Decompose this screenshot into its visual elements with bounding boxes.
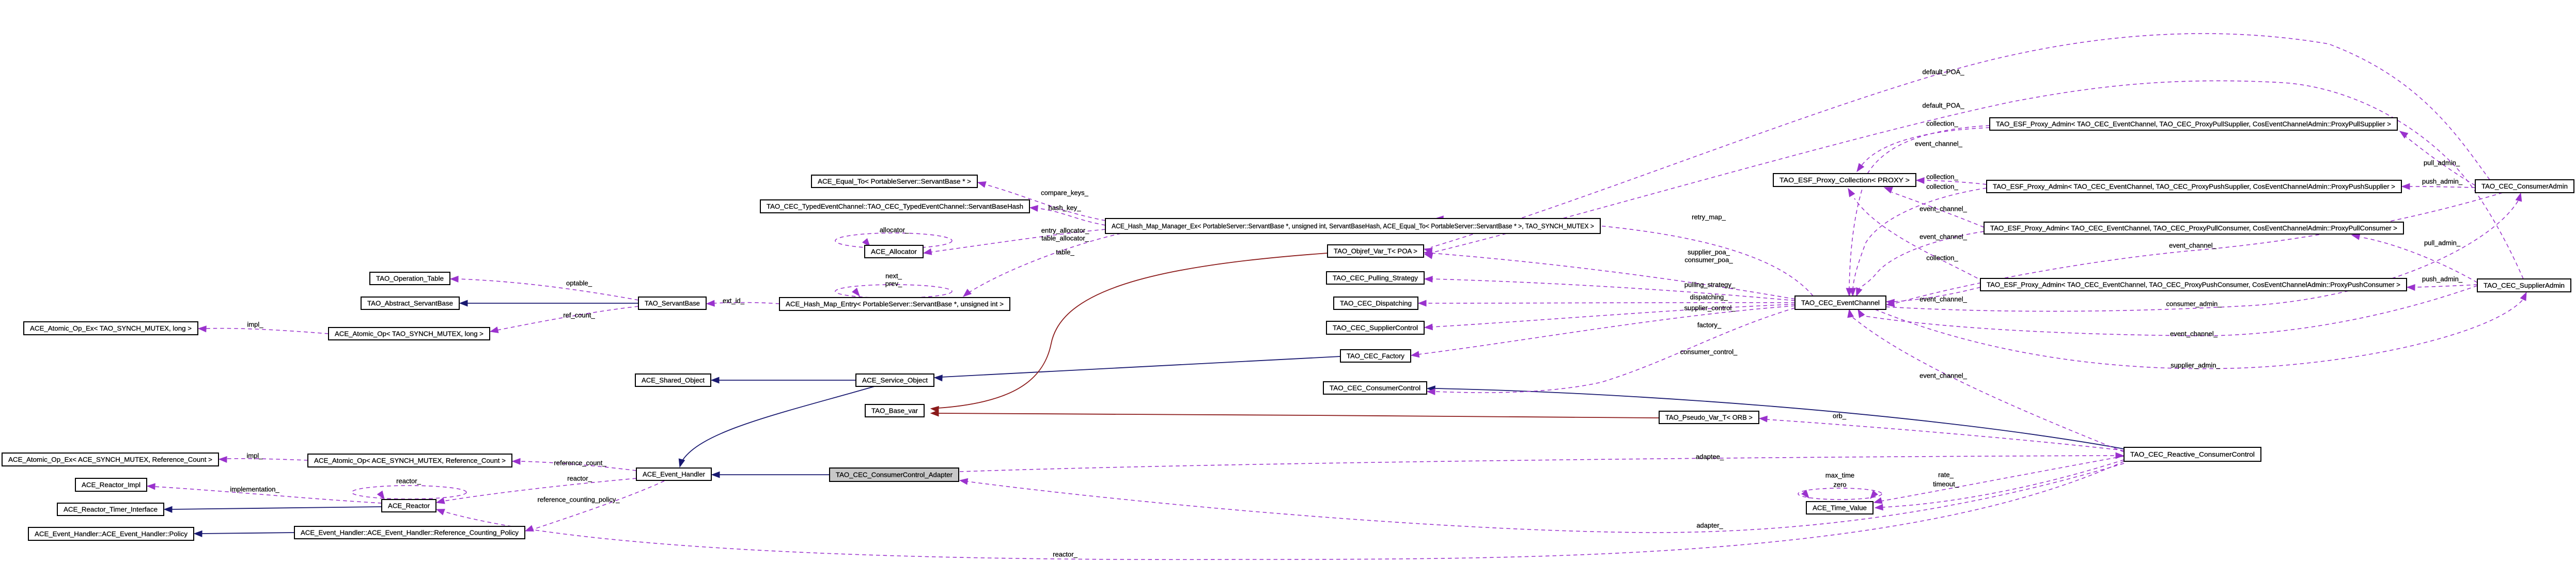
svg-text:collection_: collection_ xyxy=(1926,173,1958,181)
svg-text:TAO_Objref_Var_T< POA >: TAO_Objref_Var_T< POA > xyxy=(1334,247,1417,255)
svg-text:reactor_: reactor_ xyxy=(1053,551,1078,558)
svg-text:push_admin_: push_admin_ xyxy=(2422,178,2463,185)
svg-text:TAO_ServantBase: TAO_ServantBase xyxy=(645,300,700,307)
svg-text:event_channel_: event_channel_ xyxy=(1919,372,1968,380)
svg-text:TAO_ESF_Proxy_Admin< TAO_CEC_E: TAO_ESF_Proxy_Admin< TAO_CEC_EventChanne… xyxy=(1993,183,2395,191)
svg-text:ext_id_: ext_id_ xyxy=(723,297,745,305)
svg-text:default_POA_: default_POA_ xyxy=(1923,68,1965,76)
svg-text:TAO_Operation_Table: TAO_Operation_Table xyxy=(376,275,444,283)
svg-text:ACE_Atomic_Op_Ex< ACE_SYNCH_MU: ACE_Atomic_Op_Ex< ACE_SYNCH_MUTEX, Refer… xyxy=(8,456,212,463)
svg-text:ACE_Equal_To< PortableServer::: ACE_Equal_To< PortableServer::ServantBas… xyxy=(818,178,971,185)
svg-text:compare_keys_: compare_keys_ xyxy=(1041,189,1089,197)
svg-text:TAO_Base_var: TAO_Base_var xyxy=(871,407,918,415)
svg-text:TAO_ESF_Proxy_Collection< PROX: TAO_ESF_Proxy_Collection< PROXY > xyxy=(1779,176,1910,184)
svg-text:ACE_Reactor_Impl: ACE_Reactor_Impl xyxy=(82,481,140,489)
svg-text:adapter_: adapter_ xyxy=(1696,522,1723,529)
svg-text:table_: table_ xyxy=(1056,248,1074,256)
svg-text:retry_map_: retry_map_ xyxy=(1692,213,1726,221)
svg-text:ACE_Atomic_Op< ACE_SYNCH_MUTEX: ACE_Atomic_Op< ACE_SYNCH_MUTEX, Referenc… xyxy=(314,457,506,464)
svg-text:pull_admin_: pull_admin_ xyxy=(2424,159,2460,167)
svg-text:event_channel_: event_channel_ xyxy=(1919,205,1968,213)
svg-text:event_channel_: event_channel_ xyxy=(1919,295,1968,303)
svg-text:ACE_Reactor_Timer_Interface: ACE_Reactor_Timer_Interface xyxy=(64,506,158,513)
svg-text:reactor_: reactor_ xyxy=(396,477,421,485)
svg-text:TAO_CEC_ConsumerAdmin: TAO_CEC_ConsumerAdmin xyxy=(2481,182,2568,190)
svg-text:ACE_Time_Value: ACE_Time_Value xyxy=(1813,504,1867,512)
svg-text:event_channel_: event_channel_ xyxy=(2170,330,2218,338)
svg-text:TAO_CEC_SupplierControl: TAO_CEC_SupplierControl xyxy=(1333,324,1418,332)
svg-text:TAO_CEC_TypedEventChannel::TAO: TAO_CEC_TypedEventChannel::TAO_CEC_Typed… xyxy=(767,202,1023,210)
svg-text:ACE_Service_Object: ACE_Service_Object xyxy=(862,377,928,384)
svg-text:ACE_Atomic_Op_Ex< TAO_SYNCH_MU: ACE_Atomic_Op_Ex< TAO_SYNCH_MUTEX, long … xyxy=(30,324,192,332)
svg-text:TAO_CEC_SupplierAdmin: TAO_CEC_SupplierAdmin xyxy=(2484,282,2565,289)
svg-text:rate_: rate_ xyxy=(1938,471,1954,479)
svg-text:event_channel_: event_channel_ xyxy=(2169,242,2217,249)
svg-text:ACE_Shared_Object: ACE_Shared_Object xyxy=(642,377,705,384)
svg-text:event_channel_: event_channel_ xyxy=(1915,140,1963,148)
svg-text:orb_: orb_ xyxy=(1833,412,1847,420)
svg-text:default_POA_: default_POA_ xyxy=(1923,102,1965,110)
svg-text:collection_: collection_ xyxy=(1926,120,1958,128)
svg-text:impl_: impl_ xyxy=(247,321,263,329)
svg-text:TAO_CEC_ConsumerControl: TAO_CEC_ConsumerControl xyxy=(1330,384,1420,392)
svg-text:event_channel_: event_channel_ xyxy=(1919,233,1968,241)
svg-text:TAO_CEC_ConsumerControl_Adapte: TAO_CEC_ConsumerControl_Adapter xyxy=(836,471,953,479)
svg-text:pull_admin_: pull_admin_ xyxy=(2424,239,2461,247)
svg-text:ACE_Hash_Map_Entry< PortableSe: ACE_Hash_Map_Entry< PortableServer::Serv… xyxy=(786,300,1004,308)
svg-text:ACE_Event_Handler::ACE_Event_H: ACE_Event_Handler::ACE_Event_Handler::Re… xyxy=(301,529,519,537)
svg-text:optable_: optable_ xyxy=(566,279,592,287)
svg-text:TAO_ESF_Proxy_Admin< TAO_CEC_E: TAO_ESF_Proxy_Admin< TAO_CEC_EventChanne… xyxy=(1996,120,2391,128)
svg-text:ACE_Event_Handler::ACE_Event_H: ACE_Event_Handler::ACE_Event_Handler::Po… xyxy=(35,530,188,538)
svg-text:timeout_: timeout_ xyxy=(1933,480,1959,488)
svg-text:factory_: factory_ xyxy=(1697,321,1722,329)
svg-text:consumer_control_: consumer_control_ xyxy=(1680,348,1738,356)
svg-text:next_: next_ xyxy=(885,272,902,280)
svg-text:implementation_: implementation_ xyxy=(230,486,279,493)
svg-text:supplier_control_: supplier_control_ xyxy=(1684,304,1736,312)
svg-text:TAO_ESF_Proxy_Admin< TAO_CEC_E: TAO_ESF_Proxy_Admin< TAO_CEC_EventChanne… xyxy=(1987,281,2400,289)
svg-text:supplier_admin_: supplier_admin_ xyxy=(2171,362,2220,369)
svg-text:TAO_CEC_Pulling_Strategy: TAO_CEC_Pulling_Strategy xyxy=(1333,274,1418,282)
svg-text:supplier_poa_: supplier_poa_ xyxy=(1688,248,1730,256)
svg-text:consumer_admin_: consumer_admin_ xyxy=(2166,300,2222,308)
svg-text:ref_count_: ref_count_ xyxy=(563,311,595,319)
svg-text:TAO_Pseudo_Var_T< ORB >: TAO_Pseudo_Var_T< ORB > xyxy=(1665,414,1753,422)
svg-text:ACE_Allocator: ACE_Allocator xyxy=(871,248,917,256)
svg-text:ACE_Reactor: ACE_Reactor xyxy=(388,502,430,510)
svg-text:hash_key_: hash_key_ xyxy=(1049,204,1082,212)
svg-text:zero: zero xyxy=(1833,481,1846,489)
svg-text:consumer_poa_: consumer_poa_ xyxy=(1684,256,1733,264)
svg-text:dispatching_: dispatching_ xyxy=(1690,293,1728,301)
svg-text:entry_allocator_: entry_allocator_ xyxy=(1041,227,1089,235)
svg-text:TAO_Abstract_ServantBase: TAO_Abstract_ServantBase xyxy=(367,300,453,307)
svg-text:pulling_strategy_: pulling_strategy_ xyxy=(1684,281,1736,289)
svg-text:max_time: max_time xyxy=(1825,472,1854,479)
svg-text:ACE_Hash_Map_Manager_Ex< Porta: ACE_Hash_Map_Manager_Ex< PortableServer:… xyxy=(1112,222,1594,230)
svg-text:reactor_: reactor_ xyxy=(567,475,592,482)
svg-text:reference_counting_policy_: reference_counting_policy_ xyxy=(538,496,620,504)
svg-text:ACE_Atomic_Op< TAO_SYNCH_MUTEX: ACE_Atomic_Op< TAO_SYNCH_MUTEX, long > xyxy=(335,330,483,338)
svg-text:TAO_CEC_Factory: TAO_CEC_Factory xyxy=(1347,352,1404,360)
svg-text:TAO_CEC_Dispatching: TAO_CEC_Dispatching xyxy=(1340,300,1412,307)
svg-text:allocator_: allocator_ xyxy=(880,226,909,234)
svg-text:collection_: collection_ xyxy=(1926,183,1958,191)
svg-text:TAO_CEC_Reactive_ConsumerContr: TAO_CEC_Reactive_ConsumerControl xyxy=(2130,450,2255,458)
svg-text:adaptee_: adaptee_ xyxy=(1696,453,1724,461)
svg-text:impl_: impl_ xyxy=(246,452,263,460)
svg-text:push_admin_: push_admin_ xyxy=(2422,275,2463,283)
svg-text:reference_count_: reference_count_ xyxy=(554,459,606,467)
svg-text:ACE_Event_Handler: ACE_Event_Handler xyxy=(643,471,706,478)
svg-text:collection_: collection_ xyxy=(1926,254,1958,262)
svg-text:TAO_CEC_EventChannel: TAO_CEC_EventChannel xyxy=(1801,299,1880,307)
svg-text:table_allocator_: table_allocator_ xyxy=(1041,235,1089,242)
svg-text:prev_: prev_ xyxy=(885,280,902,288)
svg-text:TAO_ESF_Proxy_Admin< TAO_CEC_E: TAO_ESF_Proxy_Admin< TAO_CEC_EventChanne… xyxy=(1990,224,2397,232)
